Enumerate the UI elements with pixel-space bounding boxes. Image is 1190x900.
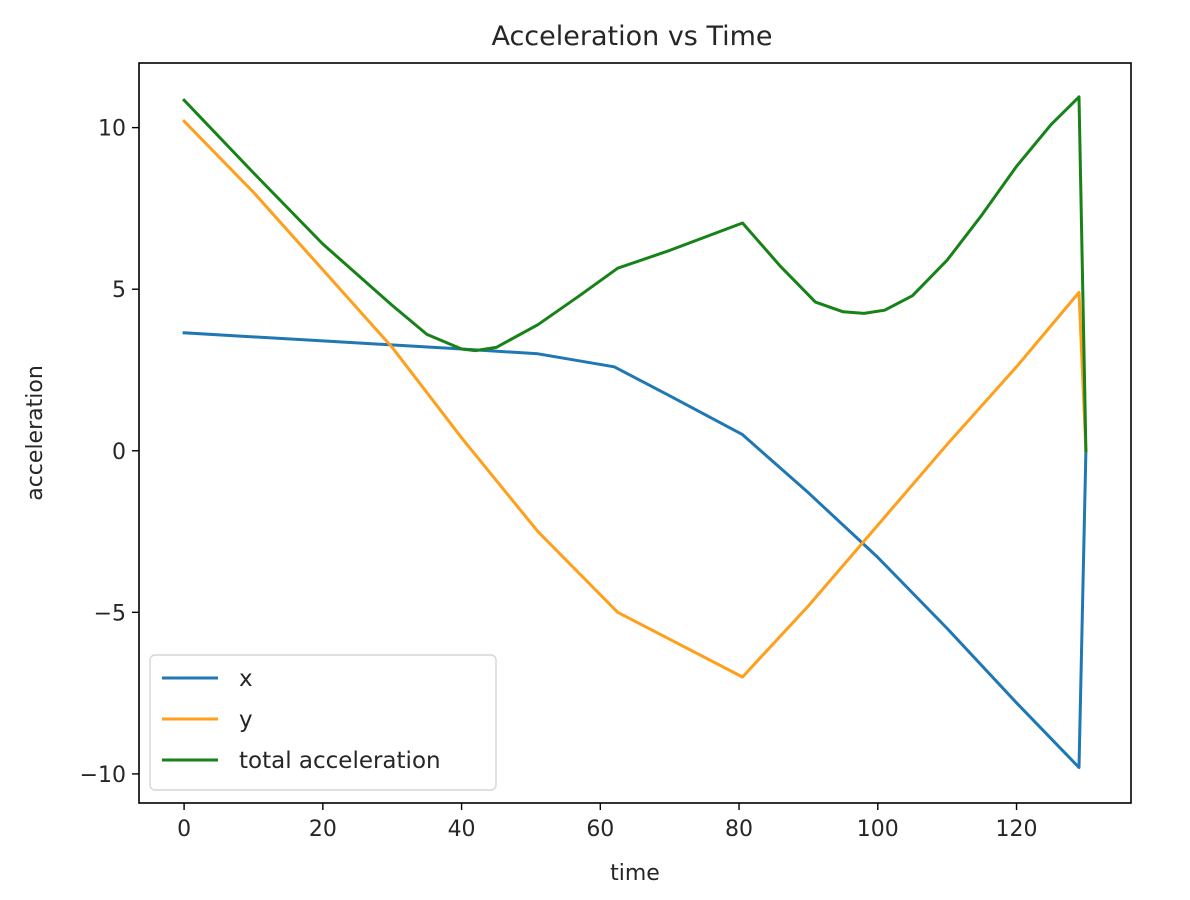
x-tick-label: 20 [309, 817, 337, 842]
legend-label-3: total acceleration [239, 748, 441, 774]
series-layer [181, 95, 1088, 769]
y-tick-label: −5 [94, 601, 126, 626]
y-tick-label: −10 [80, 763, 126, 788]
x-tick-label: 40 [448, 817, 476, 842]
x-tick-label: 100 [857, 817, 899, 842]
y-tick-label: 0 [112, 440, 126, 465]
y-tick-label: 10 [98, 117, 126, 142]
y-axis-label: acceleration [23, 365, 48, 501]
legend-label-1: x [239, 666, 253, 692]
x-tick-label: 0 [177, 817, 191, 842]
series-line-3 [181, 95, 1088, 453]
x-tick-label: 80 [725, 817, 753, 842]
chart-title: Acceleration vs Time [491, 21, 772, 52]
ticks-layer: 0 20 40 60 80 100 120 −10 −5 0 5 10 [80, 117, 1038, 842]
plot-area-frame [138, 62, 1132, 804]
legend: xy total acceleration [149, 654, 497, 791]
y-tick-label: 5 [112, 278, 126, 303]
x-tick-label: 120 [996, 817, 1038, 842]
x-axis-label: time [610, 861, 660, 886]
series-line-2 [181, 119, 1088, 679]
x-tick-label: 60 [586, 817, 614, 842]
legend-box [149, 654, 497, 791]
legend-label-2: y [239, 707, 253, 733]
